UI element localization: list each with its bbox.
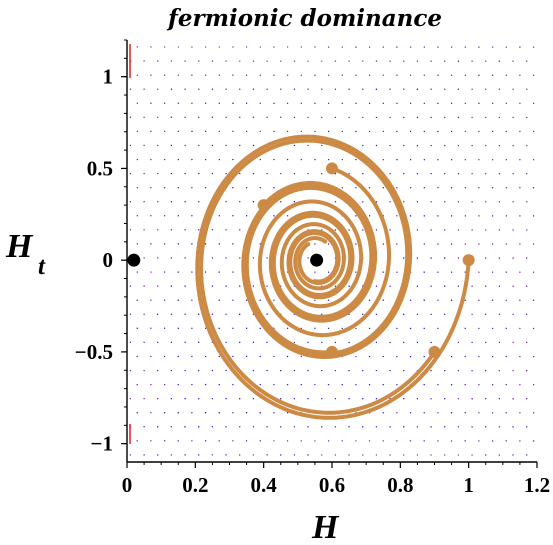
x-tick-label: 0.6 (319, 473, 345, 497)
y-tick-label: −1 (91, 432, 113, 456)
y-axis-ticks: 1 0.5 0 −0.5 −1 (75, 39, 127, 456)
x-tick-label: 0.2 (182, 473, 208, 497)
trajectory-start-5 (428, 345, 441, 358)
trajectory-start-3 (462, 254, 475, 267)
fixed-points (127, 44, 324, 444)
y-tick-label: 0 (103, 248, 114, 272)
fixed-point-2 (310, 253, 324, 267)
x-tick-label: 1.2 (524, 473, 550, 497)
x-tick-label: 0 (122, 473, 133, 497)
y-axis-label-subscript: t (38, 253, 46, 280)
fixed-point-1 (127, 253, 141, 267)
trajectory-start-1 (326, 162, 338, 175)
x-tick-label: 0.4 (251, 473, 278, 497)
y-axis-label: H (5, 228, 34, 265)
vector-field (129, 46, 535, 456)
trajectory-5 (199, 138, 437, 415)
chart-title: fermionic dominance (166, 5, 442, 32)
y-tick-label: 0.5 (87, 156, 113, 180)
x-tick-label: 1 (463, 473, 474, 497)
trajectories (195, 134, 475, 420)
x-tick-label: 0.8 (387, 473, 413, 497)
x-axis-ticks: 0 0.2 0.4 0.6 0.8 1 1.2 (122, 462, 550, 497)
trajectory-1 (257, 166, 391, 338)
y-tick-label: −0.5 (75, 340, 113, 364)
x-axis-label: H (311, 509, 340, 545)
axes-frame (126, 40, 537, 463)
y-tick-label: 1 (103, 65, 114, 89)
